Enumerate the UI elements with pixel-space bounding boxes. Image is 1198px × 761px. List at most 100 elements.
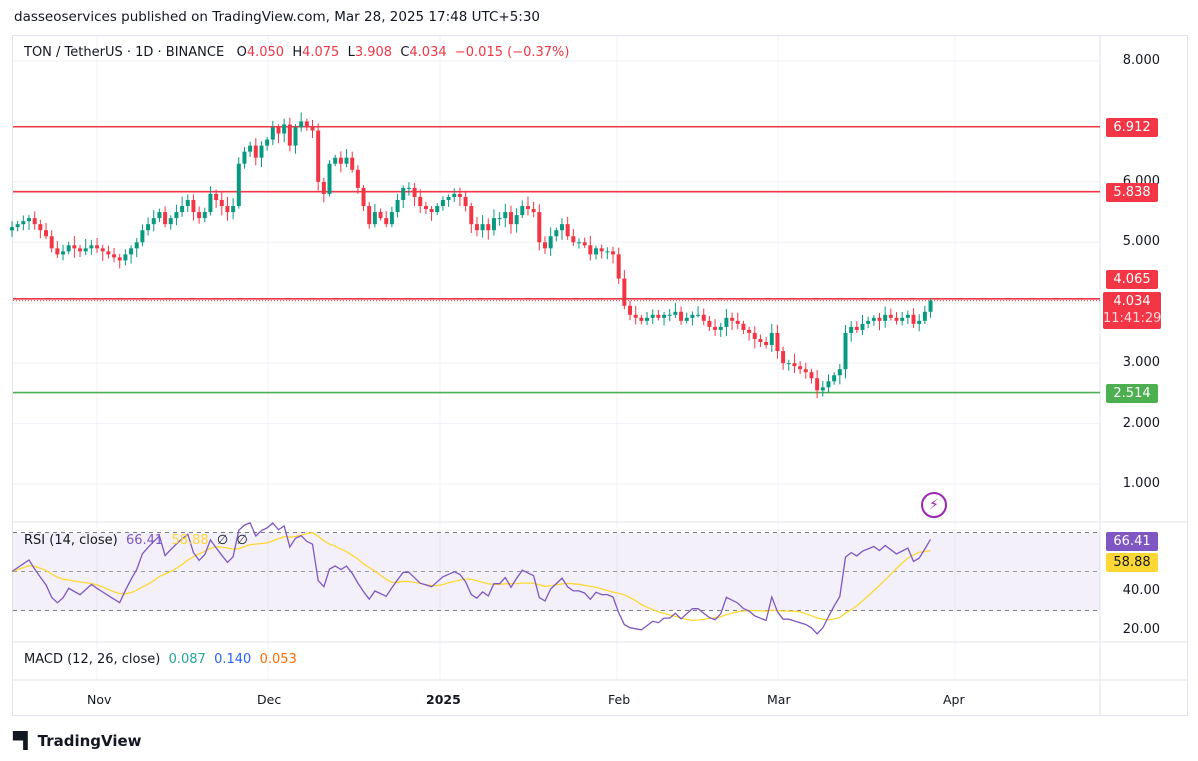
candle-body bbox=[299, 121, 304, 128]
last-price: 4.034 bbox=[1113, 294, 1151, 309]
candle-body bbox=[514, 215, 519, 225]
macd-hist: 0.053 bbox=[259, 652, 297, 667]
time-tick: 2025 bbox=[426, 692, 461, 707]
candle-body bbox=[911, 314, 916, 324]
macd-label[interactable]: MACD (12, 26, close) bbox=[24, 652, 161, 667]
candle-body bbox=[236, 163, 241, 207]
candle-body bbox=[191, 199, 196, 213]
candle-body bbox=[803, 369, 808, 373]
candle-body bbox=[219, 199, 224, 207]
symbol-title[interactable]: TON / TetherUS · 1D · BINANCE bbox=[24, 45, 225, 60]
publish-info: dasseoservices published on TradingView.… bbox=[14, 9, 541, 25]
time-tick: Apr bbox=[943, 692, 965, 707]
candle-body bbox=[928, 300, 933, 312]
candle-body bbox=[38, 224, 43, 231]
candle-body bbox=[146, 224, 151, 231]
candle-body bbox=[690, 314, 695, 318]
candle-body bbox=[582, 242, 587, 246]
price-tick: 8.000 bbox=[1122, 53, 1160, 68]
candle-body bbox=[72, 245, 77, 249]
candle-body bbox=[129, 248, 134, 255]
candle-body bbox=[208, 193, 213, 213]
candle-body bbox=[594, 248, 599, 255]
candle-body bbox=[253, 145, 258, 158]
candle-body bbox=[559, 224, 564, 231]
candle-body bbox=[21, 221, 26, 225]
time-tick: Dec bbox=[257, 692, 282, 707]
candle-body bbox=[531, 209, 536, 213]
candle-body bbox=[752, 332, 757, 339]
candle-body bbox=[49, 236, 54, 249]
level-tag: 5.838 bbox=[1106, 183, 1158, 202]
candle-body bbox=[735, 320, 740, 324]
candle-body bbox=[384, 218, 389, 225]
rsi-line bbox=[11, 521, 932, 635]
candle-body bbox=[565, 224, 570, 237]
candle-body bbox=[95, 245, 100, 249]
candle-body bbox=[815, 378, 820, 391]
candle-body bbox=[650, 314, 655, 318]
chart-frame[interactable] bbox=[12, 35, 1188, 716]
candle-body bbox=[61, 251, 66, 255]
level-tag: 4.065 bbox=[1106, 270, 1158, 289]
price-tick: 2.000 bbox=[1122, 416, 1160, 431]
candle-body bbox=[214, 193, 219, 200]
candle-body bbox=[32, 218, 37, 225]
candle-body bbox=[656, 314, 661, 318]
candle-body bbox=[520, 206, 525, 216]
candle-body bbox=[871, 317, 876, 321]
candle-body bbox=[44, 230, 49, 237]
lightning-icon[interactable]: ⚡ bbox=[921, 492, 947, 518]
candle-body bbox=[713, 326, 718, 330]
time-tick: Nov bbox=[87, 692, 112, 707]
candle-body bbox=[628, 305, 633, 315]
candle-body bbox=[27, 218, 32, 222]
candle-body bbox=[378, 212, 383, 219]
candle-body bbox=[83, 248, 88, 252]
candle-body bbox=[106, 251, 111, 255]
candle-body bbox=[684, 317, 689, 321]
candle-body bbox=[372, 212, 377, 225]
candle-body bbox=[497, 218, 502, 220]
candle-body bbox=[361, 187, 366, 207]
rsi-label[interactable]: RSI (14, close) bbox=[24, 533, 118, 548]
candle-body bbox=[707, 320, 712, 327]
candle-body bbox=[764, 341, 769, 346]
rsi-tick: 20.00 bbox=[1122, 622, 1160, 637]
candle-body bbox=[446, 196, 451, 200]
price-tick: 5.000 bbox=[1122, 234, 1160, 249]
candle-body bbox=[100, 248, 105, 252]
candle-body bbox=[486, 224, 491, 231]
close-label: C bbox=[400, 45, 410, 60]
candle-body bbox=[321, 181, 326, 194]
high-label: H bbox=[292, 45, 303, 60]
candle-body bbox=[633, 314, 638, 318]
candle-body bbox=[718, 326, 723, 330]
rsi-ma-tag: 58.88 bbox=[1106, 553, 1158, 572]
macd-legend: MACD (12, 26, close) 0.087 0.140 0.053 bbox=[24, 652, 297, 667]
candle-body bbox=[730, 317, 735, 321]
candle-body bbox=[406, 187, 411, 189]
candle-body bbox=[197, 212, 202, 219]
candle-body bbox=[401, 187, 406, 200]
candle-body bbox=[548, 236, 553, 249]
candle-body bbox=[491, 218, 496, 231]
candle-body bbox=[389, 212, 394, 225]
candle-body bbox=[180, 206, 185, 213]
candle-body bbox=[174, 212, 179, 219]
candle-body bbox=[826, 381, 831, 388]
candle-body bbox=[429, 209, 434, 213]
candle-body bbox=[622, 278, 627, 306]
candle-body bbox=[849, 326, 854, 333]
level-tag: 6.912 bbox=[1106, 118, 1158, 137]
candle-body bbox=[662, 314, 667, 318]
candle-body bbox=[480, 224, 485, 231]
candle-body bbox=[423, 206, 428, 210]
tradingview-logo[interactable]: ▀▍ TradingView bbox=[13, 731, 142, 750]
candle-body bbox=[900, 317, 905, 321]
time-tick: Feb bbox=[608, 692, 631, 707]
candle-body bbox=[474, 224, 479, 231]
candle-body bbox=[55, 248, 60, 255]
level-tag: 2.514 bbox=[1106, 384, 1158, 403]
